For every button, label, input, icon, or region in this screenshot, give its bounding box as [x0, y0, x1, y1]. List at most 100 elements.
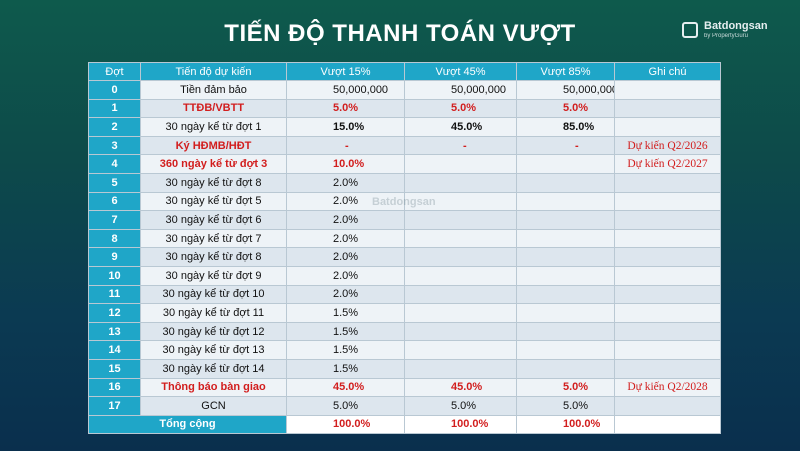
cell-v85: [516, 284, 615, 305]
cell-note: [614, 265, 721, 286]
cell-note: [614, 117, 721, 137]
cell-v45: 50,000,000: [404, 80, 517, 100]
table-row: 0 Tiền đảm bảo 50,000,000 50,000,000 50,000,…: [88, 80, 721, 100]
table-row: 8 30 ngày kể từ đợt 7 2.0%: [88, 228, 721, 249]
table-row: 1 TTĐB/VBTT 5.0% 5.0% 5.0%: [88, 98, 721, 119]
cell-schedule: GCN: [140, 396, 287, 416]
cell-note: [614, 247, 721, 267]
cell-v45: [404, 228, 517, 249]
table-row: 12 30 ngày kể từ đợt 11 1.5%: [88, 303, 721, 323]
cell-schedule: 30 ngày kể từ đợt 9: [140, 265, 287, 286]
cell-v85: -: [516, 135, 615, 156]
cell-schedule: Thông báo bàn giao: [140, 377, 287, 398]
cell-v45: [404, 284, 517, 305]
cell-dot: 10: [88, 265, 141, 286]
cell-v15: 2.0%: [286, 247, 405, 267]
cell-v15: 5.0%: [286, 396, 405, 416]
cell-v85: [516, 321, 615, 342]
cell-note: [614, 321, 721, 342]
cell-v45: [404, 265, 517, 286]
cell-dot: 2: [88, 117, 141, 137]
table-row: 10 30 ngày kể từ đợt 9 2.0%: [88, 265, 721, 286]
cell-v85: [516, 358, 615, 379]
table-row: 14 30 ngày kể từ đợt 13 1.5%: [88, 340, 721, 360]
watermark: Batdongsan: [372, 196, 436, 208]
cell-note: [614, 340, 721, 360]
cell-dot: 6: [88, 191, 141, 212]
table-body: 0 Tiền đảm bảo 50,000,000 50,000,000 50,000,…: [88, 80, 721, 416]
cell-v85: [516, 303, 615, 323]
cell-v45: 45.0%: [404, 117, 517, 137]
cell-v15: 10.0%: [286, 154, 405, 174]
cell-dot: 5: [88, 172, 141, 193]
cell-schedule: 360 ngày kể từ đợt 3: [140, 154, 287, 174]
cell-note: [614, 172, 721, 193]
cell-v15: 2.0%: [286, 210, 405, 230]
cell-v15: -: [286, 135, 405, 156]
cell-v45: 5.0%: [404, 396, 517, 416]
brand-name: Batdongsan: [704, 20, 768, 32]
cell-v15: 1.5%: [286, 303, 405, 323]
cell-v15: 1.5%: [286, 358, 405, 379]
cell-v45: [404, 340, 517, 360]
cell-note: Dự kiến Q2/2026: [614, 135, 721, 156]
total-note: [614, 414, 721, 435]
cell-schedule: 30 ngày kể từ đợt 14: [140, 358, 287, 379]
cell-note: [614, 228, 721, 249]
table-row: 3 Ký HĐMB/HĐT - - - Dự kiến Q2/2026: [88, 135, 721, 156]
col-header-v45: Vượt 45%: [404, 62, 517, 81]
cell-dot: 3: [88, 135, 141, 156]
table-row: 9 30 ngày kể từ đợt 8 2.0%: [88, 247, 721, 267]
cell-v45: 5.0%: [404, 98, 517, 119]
total-v45: 100.0%: [404, 414, 517, 435]
table-header-row: Đợt Tiến độ dự kiến Vượt 15% Vượt 45% Vư…: [88, 62, 721, 81]
cell-note: [614, 303, 721, 323]
cell-v15: 1.5%: [286, 340, 405, 360]
cell-v85: 5.0%: [516, 98, 615, 119]
cell-v45: [404, 154, 517, 174]
table-row: 16 Thông báo bàn giao 45.0% 45.0% 5.0% Dự kiế…: [88, 377, 721, 398]
cell-schedule: 30 ngày kể từ đợt 6: [140, 210, 287, 230]
cell-schedule: 30 ngày kể từ đợt 10: [140, 284, 287, 305]
cell-v15: 45.0%: [286, 377, 405, 398]
cell-v85: [516, 210, 615, 230]
cell-schedule: 30 ngày kể từ đợt 5: [140, 191, 287, 212]
col-header-dot: Đợt: [88, 62, 141, 81]
total-v85: 100.0%: [516, 414, 615, 435]
house-logo-icon: [682, 22, 698, 38]
cell-v45: [404, 172, 517, 193]
cell-v45: [404, 247, 517, 267]
cell-dot: 12: [88, 303, 141, 323]
cell-note: [614, 210, 721, 230]
brand-logo: Batdongsan by PropertyGuru: [682, 18, 782, 46]
cell-v45: -: [404, 135, 517, 156]
col-header-schedule: Tiến độ dự kiến: [140, 62, 287, 81]
cell-note: Dự kiến Q2/2027: [614, 154, 721, 174]
table-row: 7 30 ngày kể từ đợt 6 2.0%: [88, 210, 721, 230]
cell-v85: [516, 228, 615, 249]
cell-note: [614, 396, 721, 416]
cell-note: [614, 191, 721, 212]
table-row: 2 30 ngày kể từ đợt 1 15.0% 45.0% 85.0%: [88, 117, 721, 137]
cell-v45: [404, 358, 517, 379]
cell-v45: [404, 210, 517, 230]
cell-dot: 9: [88, 247, 141, 267]
cell-dot: 15: [88, 358, 141, 379]
col-header-note: Ghi chú: [614, 62, 721, 81]
table-row: 11 30 ngày kể từ đợt 10 2.0%: [88, 284, 721, 305]
col-header-v85: Vượt 85%: [516, 62, 615, 81]
table-row: 13 30 ngày kể từ đợt 12 1.5%: [88, 321, 721, 342]
cell-v45: 45.0%: [404, 377, 517, 398]
cell-note: Dự kiến Q2/2028: [614, 377, 721, 398]
cell-v15: 2.0%: [286, 228, 405, 249]
cell-v85: [516, 191, 615, 212]
cell-dot: 1: [88, 98, 141, 119]
cell-v15: 15.0%: [286, 117, 405, 137]
cell-dot: 16: [88, 377, 141, 398]
cell-schedule: 30 ngày kể từ đợt 13: [140, 340, 287, 360]
cell-v85: [516, 154, 615, 174]
table-row: 4 360 ngày kể từ đợt 3 10.0% Dự kiến Q2/202…: [88, 154, 721, 174]
cell-note: [614, 358, 721, 379]
cell-v85: [516, 340, 615, 360]
total-row: Tổng cộng 100.0% 100.0% 100.0%: [88, 414, 721, 435]
